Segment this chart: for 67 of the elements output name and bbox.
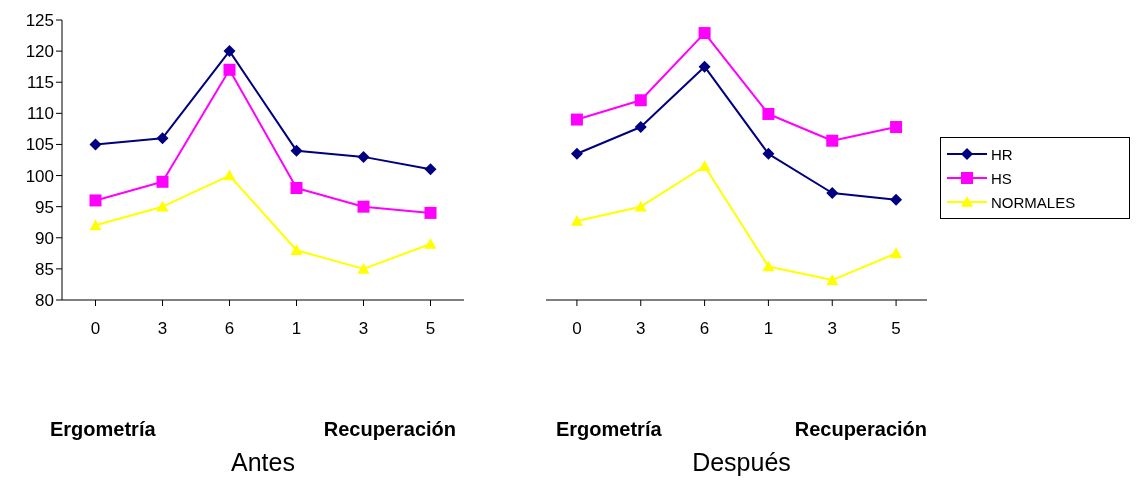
point [290,182,303,194]
y-tick-label: 110 [26,104,54,124]
text: Recuperación [323,418,456,441]
point [826,186,839,199]
point [156,200,169,212]
y-tick-label: 80 [35,291,54,311]
point [634,200,647,212]
point [424,206,437,219]
text: Ergometría [50,418,156,441]
point [357,200,370,213]
x-tick-label: 3 [157,319,168,339]
point [290,244,303,256]
point [424,238,437,249]
point [570,147,583,160]
point [762,107,775,120]
x-tick-label: 5 [425,319,436,339]
y-tick-label: 100 [25,166,54,186]
x-axis-title: Después [691,448,792,477]
point [223,169,236,181]
point [357,262,370,274]
point [89,219,102,231]
point [890,193,903,206]
x-tick-label: 3 [636,319,646,339]
x-tick-label: 6 [699,319,710,339]
point [826,134,839,147]
point [762,260,775,272]
point [890,121,903,134]
x-tick-label: 6 [224,319,235,339]
y-tick-label: 95 [35,197,54,217]
text: Recuperación [794,418,927,441]
point [223,45,236,58]
point [89,138,102,151]
point [156,132,169,145]
point [890,247,903,259]
y-tick-label: 85 [35,259,54,279]
y-tick-label: 90 [35,228,54,248]
point [634,121,647,134]
point [156,175,169,188]
legend-label: NORMALES [991,193,1076,211]
x-tick-label: 3 [827,319,837,339]
point [424,163,437,176]
x-tick-label: 1 [763,319,774,339]
y-tick-label: 105 [25,135,54,155]
x-tick-label: 0 [90,319,101,339]
point [357,150,370,163]
point [89,194,102,207]
text: Ergometría [556,418,662,441]
y-tick-label: 115 [26,73,54,93]
legend-label: HS [991,169,1012,187]
point [570,113,583,126]
point [762,147,775,160]
point [698,60,711,73]
point [290,144,303,157]
point [570,214,583,226]
x-tick-label: 0 [572,319,582,339]
point [826,274,839,285]
x-tick-label: 5 [891,319,901,339]
y-tick-label: 125 [25,11,54,31]
x-tick-label: 3 [358,319,369,339]
x-tick-label: 1 [291,319,302,339]
x-axis-title: Antes [230,448,296,477]
y-tick-label: 120 [25,42,54,62]
legend-label: HR [991,145,1013,163]
point [698,160,711,172]
point [223,63,236,76]
point [634,94,647,107]
point [698,27,711,40]
